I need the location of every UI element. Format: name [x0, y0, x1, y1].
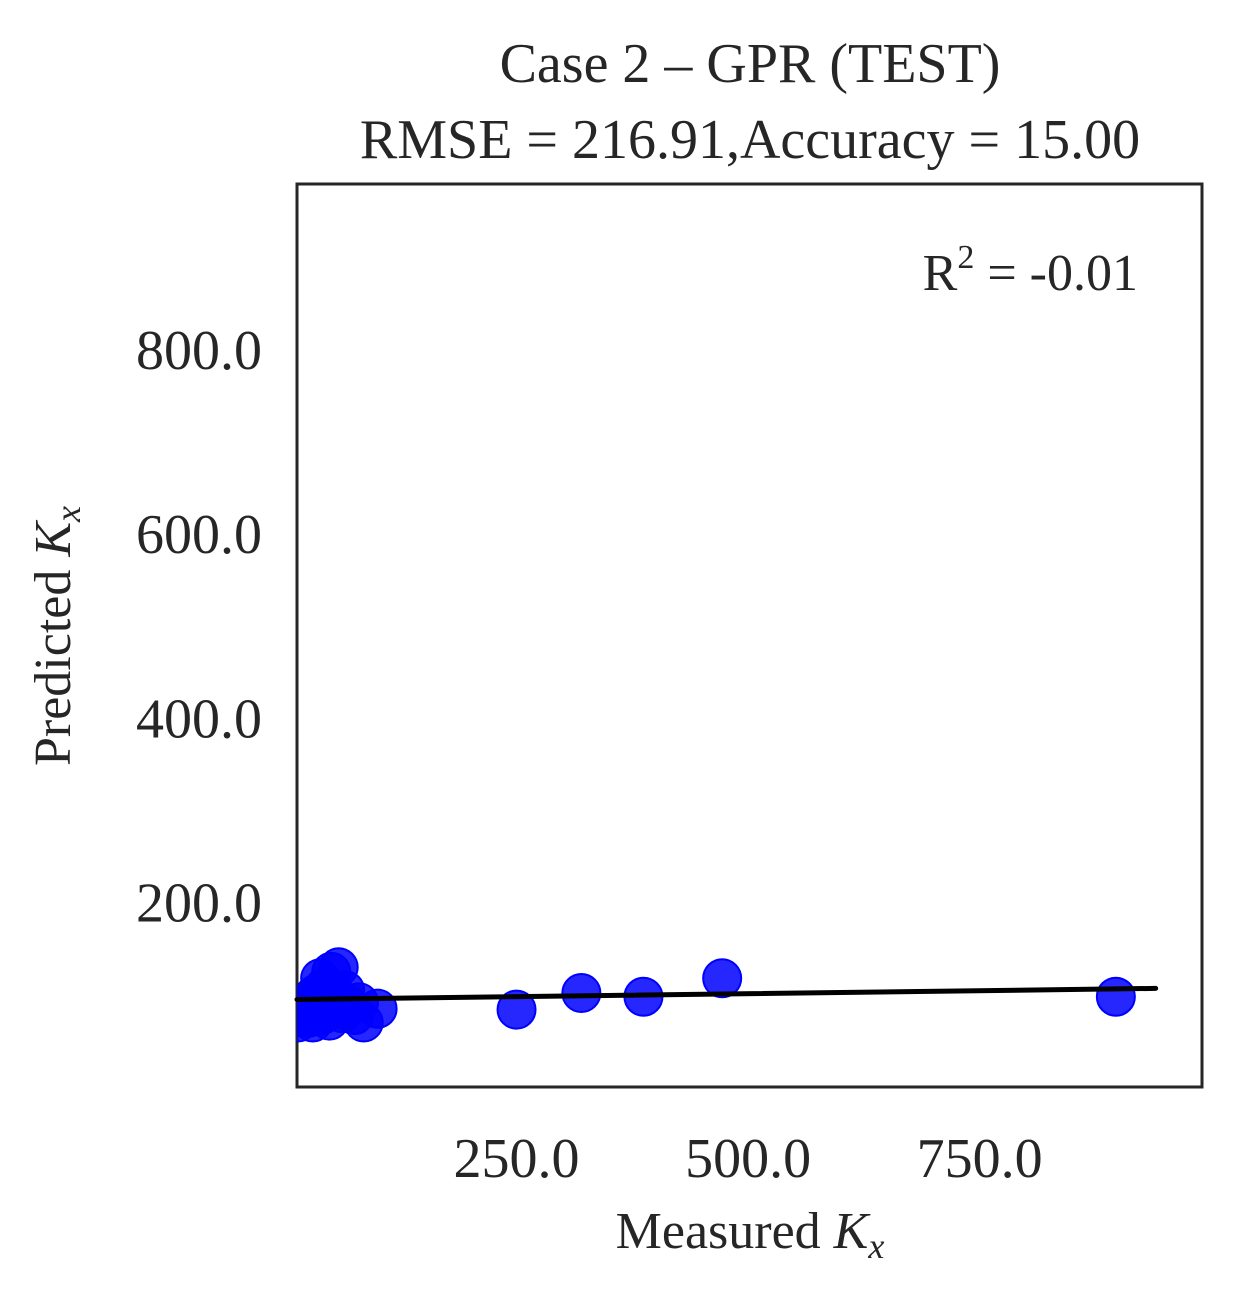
data-point	[1095, 976, 1136, 1017]
x-tick-label: 250.0	[454, 1128, 580, 1190]
y-tick-labels: 200.0 800.0 600.0 400.0	[136, 320, 262, 935]
plot-area	[295, 182, 1204, 1089]
r-squared-annotation: R2 = -0.01	[923, 239, 1138, 302]
y-axis-label: Predicted Kx	[25, 506, 88, 766]
x-tick-label: 750.0	[917, 1128, 1043, 1190]
y-tick-label: 600.0	[136, 504, 262, 566]
data-point	[357, 988, 398, 1029]
chart-title-line-1: Case 2 – GPR (TEST)	[500, 33, 1001, 95]
x-tick-label: 500.0	[685, 1128, 811, 1190]
data-point	[702, 958, 743, 999]
x-axis-label: Measured Kx	[616, 1203, 885, 1266]
y-tick-label: 200.0	[136, 873, 262, 935]
x-tick-labels: 250.0 500.0 750.0	[454, 1128, 1043, 1190]
fit-layer	[294, 985, 1159, 1002]
regression-line	[294, 985, 1159, 1002]
y-tick-label: 400.0	[136, 688, 262, 750]
chart-title-line-2: RMSE = 216.91,Accuracy = 15.00	[360, 109, 1140, 171]
y-tick-label: 800.0	[136, 320, 262, 382]
data-point	[561, 973, 602, 1014]
data-point	[496, 989, 537, 1030]
